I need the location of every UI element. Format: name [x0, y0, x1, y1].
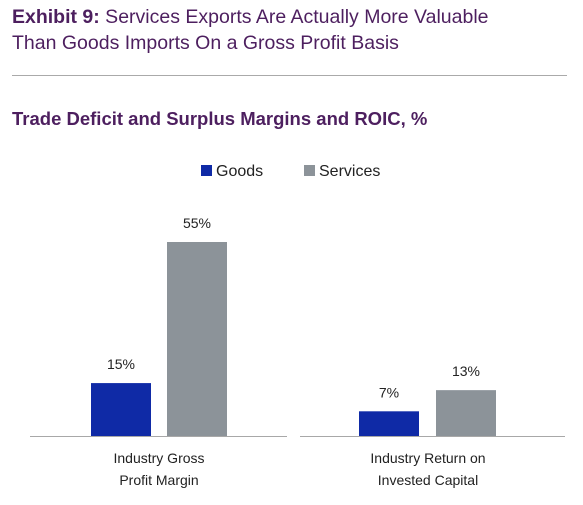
header-divider	[12, 75, 567, 76]
bar-services-2	[436, 390, 496, 436]
data-label-goods-2: 7%	[379, 384, 399, 400]
legend-item-goods: Goods	[201, 163, 263, 181]
data-label-goods-1: 15%	[107, 356, 135, 372]
bar-goods-2	[359, 411, 419, 436]
bar-goods-1	[91, 383, 151, 436]
chart-title: Trade Deficit and Surplus Margins and RO…	[12, 108, 428, 129]
bar-services-1	[167, 242, 227, 436]
legend-swatch-services	[304, 165, 315, 176]
category-label-1-line-2: Profit Margin	[119, 472, 198, 488]
data-label-services-2: 13%	[452, 363, 480, 379]
exhibit-title-line2: Than Goods Imports On a Gross Profit Bas…	[12, 32, 399, 54]
legend-item-services: Services	[304, 163, 380, 181]
category-label-2-line-2: Invested Capital	[378, 472, 478, 488]
legend-label-goods: Goods	[216, 163, 264, 180]
category-label-1-line-1: Industry Gross	[113, 450, 204, 466]
legend-label-services: Services	[319, 163, 381, 180]
exhibit-title-line1: Services Exports Are Actually More Valua…	[99, 6, 489, 28]
exhibit-label: Exhibit 9:	[12, 6, 100, 28]
exhibit-title: Exhibit 9: Services Exports Are Actually…	[12, 4, 577, 56]
legend-swatch-goods	[201, 165, 212, 176]
data-label-services-1: 55%	[183, 215, 211, 231]
category-label-2-line-1: Industry Return on	[370, 450, 485, 466]
